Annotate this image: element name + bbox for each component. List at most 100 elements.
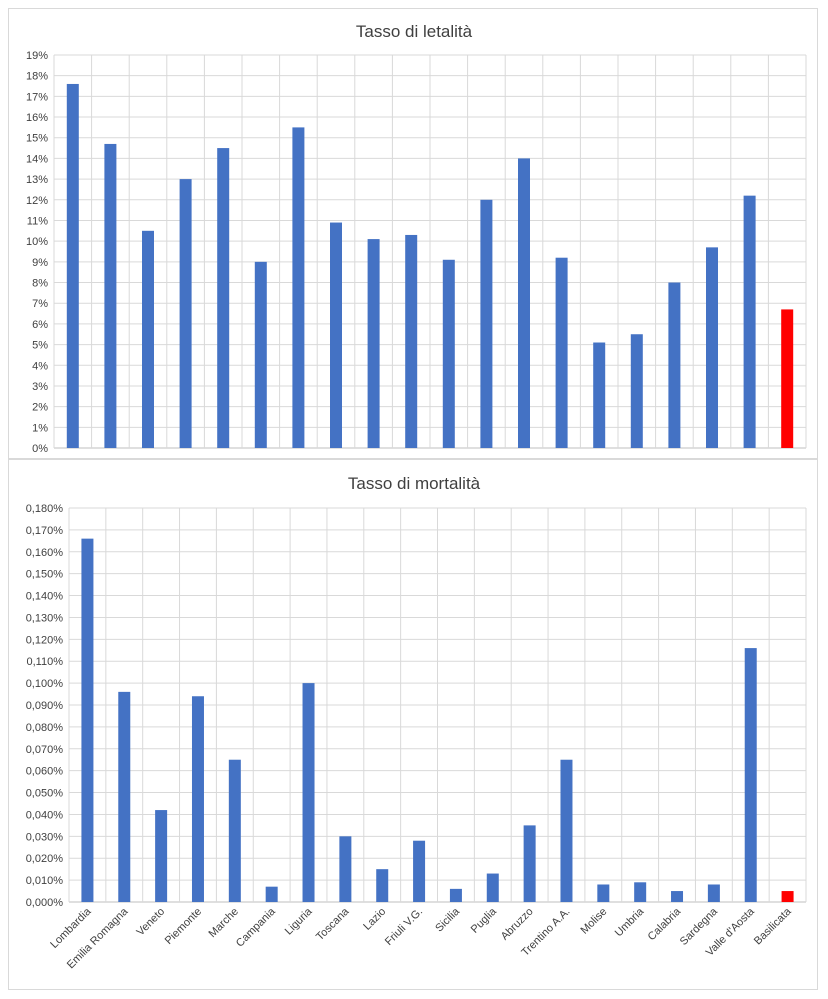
y-tick-label: 0,020% bbox=[26, 853, 64, 865]
y-tick-label: 3% bbox=[32, 381, 48, 393]
x-tick-label: Marche bbox=[207, 906, 241, 940]
y-tick-label: 18% bbox=[26, 71, 48, 83]
bar-trentino-a-a- bbox=[560, 759, 573, 902]
y-tick-label: 13% bbox=[26, 174, 48, 186]
bar-veneto bbox=[142, 230, 154, 448]
bar-emilia-romagna bbox=[104, 143, 117, 448]
x-tick-label: Toscana bbox=[314, 905, 352, 943]
bar-toscana bbox=[330, 222, 342, 448]
bar-friuli-v-g- bbox=[405, 234, 418, 448]
y-tick-label: 0,060% bbox=[26, 766, 64, 778]
y-tick-label: 0,140% bbox=[26, 591, 64, 603]
chart-mortalita-svg: Tasso di mortalità 0,000% 0,010% 0,020% 0,0… bbox=[26, 474, 807, 971]
bar-sardegna bbox=[707, 884, 720, 902]
bar-basilicata bbox=[781, 891, 794, 902]
x-tick-label: Umbria bbox=[613, 905, 647, 939]
y-tick-label: 0,090% bbox=[26, 700, 64, 712]
bar-calabria bbox=[671, 891, 684, 902]
x-tick-label: Sicilia bbox=[433, 905, 462, 934]
y-tick-label: 0,080% bbox=[26, 722, 64, 734]
bar-emilia-romagna bbox=[118, 691, 131, 902]
bar-umbria bbox=[634, 882, 647, 902]
bar-sardegna bbox=[706, 247, 718, 448]
y-tick-label: 14% bbox=[26, 153, 48, 165]
x-tick-label: Veneto bbox=[135, 906, 168, 939]
bar-basilicata bbox=[781, 309, 794, 448]
bar-marche bbox=[217, 148, 230, 448]
bar-campania bbox=[265, 886, 278, 902]
bar-molise bbox=[593, 342, 606, 448]
x-tick-label: Liguria bbox=[283, 905, 315, 937]
chart-title: Tasso di mortalità bbox=[348, 474, 481, 493]
y-tick-label: 0,180% bbox=[26, 503, 64, 515]
y-tick-label: 6% bbox=[32, 319, 48, 331]
x-tick-label: Calabria bbox=[646, 905, 684, 943]
bar-liguria bbox=[302, 683, 315, 902]
y-tick-label: 15% bbox=[26, 133, 48, 145]
bar-puglia bbox=[486, 873, 499, 902]
y-tick-label: 19% bbox=[26, 50, 48, 62]
bar-campania bbox=[254, 261, 267, 448]
bar-piemonte bbox=[191, 696, 204, 902]
bar-lazio bbox=[367, 239, 380, 448]
y-tick-label: 7% bbox=[32, 298, 48, 310]
bar-piemonte bbox=[179, 179, 192, 448]
y-tick-label: 9% bbox=[32, 257, 48, 269]
y-tick-label: 16% bbox=[26, 112, 48, 124]
bar-liguria bbox=[292, 127, 305, 448]
bar-lazio bbox=[376, 869, 389, 902]
y-tick-label: 0,130% bbox=[26, 612, 64, 624]
bar-abruzzo bbox=[523, 825, 536, 902]
x-tick-label: Piemonte bbox=[163, 906, 204, 947]
bar-marche bbox=[228, 759, 241, 902]
bar-puglia bbox=[480, 199, 493, 448]
bar-lombardia bbox=[81, 538, 94, 902]
x-tick-label: Abruzzo bbox=[499, 906, 536, 943]
y-tick-label: 0,170% bbox=[26, 525, 64, 537]
y-tick-label: 0,160% bbox=[26, 547, 64, 559]
bar-lombardia bbox=[66, 83, 79, 449]
chart-letalita-svg: Tasso di letalità 0% 1% 2% 3% 4% 5% 6% 7% 8% 9% 10… bbox=[26, 22, 807, 455]
y-tick-label: 0,010% bbox=[26, 875, 64, 887]
y-tick-label: 4% bbox=[32, 360, 48, 372]
x-tick-label: Lazio bbox=[361, 906, 388, 933]
y-tick-label: 1% bbox=[32, 422, 48, 434]
chart-letalita: Tasso di letalità 0% 1% 2% 3% 4% 5% 6% 7% 8% 9% 10… bbox=[8, 8, 818, 459]
y-tick-label: 0,120% bbox=[26, 634, 64, 646]
x-tick-label: Friuli V.G. bbox=[383, 906, 425, 948]
bar-toscana bbox=[339, 836, 352, 902]
y-tick-label: 0,110% bbox=[27, 656, 64, 668]
y-tick-label: 0,070% bbox=[26, 744, 64, 756]
y-tick-label: 17% bbox=[26, 91, 48, 103]
y-tick-label: 8% bbox=[32, 278, 48, 290]
x-tick-label: Basilicata bbox=[752, 905, 794, 947]
y-tick-label: 0,150% bbox=[26, 569, 64, 581]
bar-trentino-a-a- bbox=[555, 257, 568, 448]
bar-valle-d-aosta bbox=[743, 195, 756, 448]
bar-friuli-v-g- bbox=[413, 840, 426, 902]
bar-valle-d-aosta bbox=[744, 648, 757, 902]
x-tick-label: Molise bbox=[578, 906, 609, 937]
y-tick-label: 0,040% bbox=[26, 809, 64, 821]
y-tick-label: 2% bbox=[32, 402, 48, 414]
chart-title: Tasso di letalità bbox=[356, 22, 473, 41]
bar-molise bbox=[597, 884, 610, 902]
y-tick-label: 12% bbox=[26, 195, 48, 207]
x-tick-label: Puglia bbox=[469, 905, 500, 936]
y-tick-label: 0,030% bbox=[26, 831, 64, 843]
bar-veneto bbox=[155, 810, 168, 902]
bar-sicilia bbox=[449, 888, 462, 902]
x-tick-label: Campania bbox=[234, 905, 279, 950]
y-tick-label: 11% bbox=[27, 215, 48, 227]
chart-mortalita: Tasso di mortalità 0,000% 0,010% 0,020% 0,0… bbox=[8, 459, 818, 990]
y-tick-label: 5% bbox=[32, 340, 48, 352]
bar-sicilia bbox=[442, 259, 455, 448]
y-tick-label: 0,050% bbox=[26, 788, 64, 800]
bar-umbria bbox=[630, 334, 643, 448]
bar-calabria bbox=[668, 282, 681, 448]
y-tick-label: 10% bbox=[26, 236, 48, 248]
bar-abruzzo bbox=[518, 158, 530, 448]
y-tick-label: 0% bbox=[32, 443, 48, 455]
y-tick-label: 0,100% bbox=[26, 678, 64, 690]
y-tick-label: 0,000% bbox=[26, 897, 64, 909]
